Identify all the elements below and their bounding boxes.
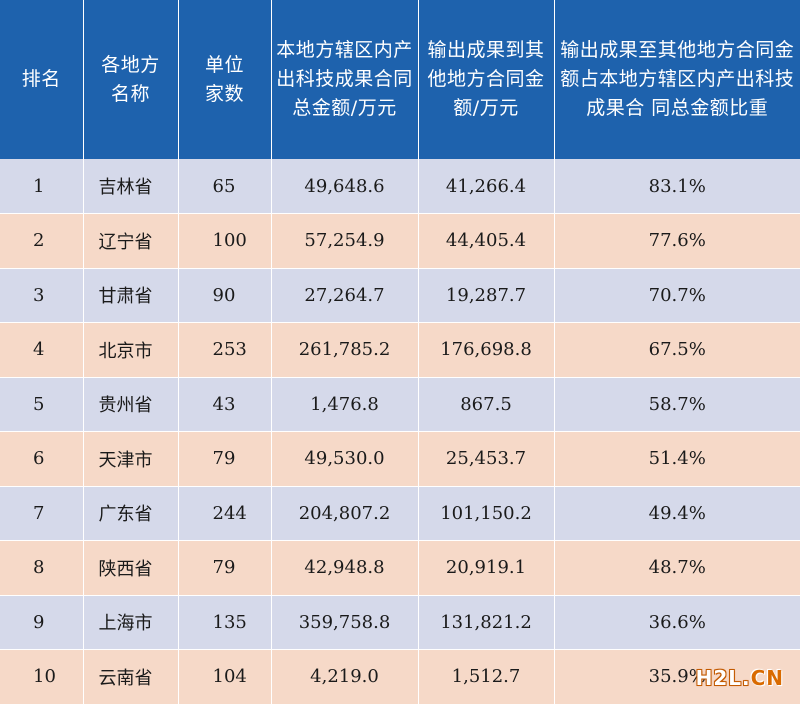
rank-cell: 7	[0, 486, 84, 541]
table-row: 5 贵州省 43 1,476.8 867.5 58.7%	[0, 377, 800, 432]
ratio-cell: 58.7%	[554, 377, 800, 432]
output-amount-cell: 19,287.7	[418, 268, 555, 323]
table-body: 1 吉林省 65 49,648.6 41,266.4 83.1% 2 辽宁省 1…	[0, 159, 800, 705]
ratio-cell: 83.1%	[554, 159, 800, 214]
rank-cell: 5	[0, 377, 84, 432]
units-cell: 90	[178, 268, 272, 323]
units-cell: 65	[178, 159, 272, 214]
units-cell: 104	[178, 649, 272, 705]
units-cell: 244	[178, 486, 272, 541]
output-amount-cell: 41,266.4	[418, 159, 555, 214]
header-row: 排名 各地方 名称 单位 家数 本地方辖区内产 出科技成果合同 总金额/万元 输出成果到…	[0, 0, 800, 159]
units-cell: 135	[178, 595, 272, 650]
region-cell: 天津市	[83, 431, 179, 487]
rank-cell: 10	[0, 649, 84, 705]
total-amount-cell: 204,807.2	[271, 486, 419, 541]
rank-cell: 3	[0, 268, 84, 323]
header-output: 输出成果到其 他地方合同金 额/万元	[418, 0, 555, 159]
output-amount-cell: 176,698.8	[418, 322, 555, 378]
header-units: 单位 家数	[178, 0, 272, 159]
region-cell: 北京市	[83, 322, 179, 378]
total-amount-cell: 42,948.8	[271, 540, 419, 596]
total-amount-cell: 49,648.6	[271, 159, 419, 214]
ratio-cell: 67.5%	[554, 322, 800, 378]
units-cell: 253	[178, 322, 272, 378]
units-cell: 79	[178, 431, 272, 487]
rank-cell: 9	[0, 595, 84, 650]
rank-cell: 8	[0, 540, 84, 596]
ratio-cell: 51.4%	[554, 431, 800, 487]
rank-cell: 4	[0, 322, 84, 378]
units-cell: 43	[178, 377, 272, 432]
table-row: 7 广东省 244 204,807.2 101,150.2 49.4%	[0, 486, 800, 541]
units-cell: 79	[178, 540, 272, 596]
output-amount-cell: 44,405.4	[418, 213, 555, 269]
region-cell: 吉林省	[83, 159, 179, 214]
ratio-cell: 36.6%	[554, 595, 800, 650]
rank-cell: 6	[0, 431, 84, 487]
output-amount-cell: 1,512.7	[418, 649, 555, 705]
header-rank: 排名	[0, 0, 84, 159]
output-amount-cell: 101,150.2	[418, 486, 555, 541]
table-header: 排名 各地方 名称 单位 家数 本地方辖区内产 出科技成果合同 总金额/万元 输出成果到…	[0, 0, 800, 159]
total-amount-cell: 261,785.2	[271, 322, 419, 378]
header-total: 本地方辖区内产 出科技成果合同 总金额/万元	[271, 0, 419, 159]
region-cell: 甘肃省	[83, 268, 179, 323]
rank-cell: 1	[0, 159, 84, 214]
table-row: 3 甘肃省 90 27,264.7 19,287.7 70.7%	[0, 268, 800, 323]
total-amount-cell: 49,530.0	[271, 431, 419, 487]
ratio-cell: 77.6%	[554, 213, 800, 269]
header-region: 各地方 名称	[83, 0, 179, 159]
site-watermark: H2L.CN	[695, 666, 784, 690]
total-amount-cell: 359,758.8	[271, 595, 419, 650]
total-amount-cell: 27,264.7	[271, 268, 419, 323]
table-row: 8 陕西省 79 42,948.8 20,919.1 48.7%	[0, 540, 800, 596]
table-row: 10 云南省 104 4,219.0 1,512.7 35.9%	[0, 649, 800, 705]
rank-cell: 2	[0, 213, 84, 269]
region-cell: 贵州省	[83, 377, 179, 432]
output-amount-cell: 867.5	[418, 377, 555, 432]
total-amount-cell: 57,254.9	[271, 213, 419, 269]
ratio-cell: 49.4%	[554, 486, 800, 541]
output-amount-cell: 20,919.1	[418, 540, 555, 596]
table-row: 6 天津市 79 49,530.0 25,453.7 51.4%	[0, 431, 800, 487]
region-cell: 上海市	[83, 595, 179, 650]
table-row: 9 上海市 135 359,758.8 131,821.2 36.6%	[0, 595, 800, 650]
ratio-cell: 48.7%	[554, 540, 800, 596]
table-row: 1 吉林省 65 49,648.6 41,266.4 83.1%	[0, 159, 800, 214]
header-ratio: 输出成果至其他地方合同金 额占本地方辖区内产出科技 成果合 同总金额比重	[554, 0, 800, 159]
region-cell: 辽宁省	[83, 213, 179, 269]
region-cell: 广东省	[83, 486, 179, 541]
ratio-cell: 70.7%	[554, 268, 800, 323]
region-cell: 陕西省	[83, 540, 179, 596]
output-amount-cell: 25,453.7	[418, 431, 555, 487]
table-row: 4 北京市 253 261,785.2 176,698.8 67.5%	[0, 322, 800, 378]
output-amount-cell: 131,821.2	[418, 595, 555, 650]
units-cell: 100	[178, 213, 272, 269]
total-amount-cell: 1,476.8	[271, 377, 419, 432]
region-cell: 云南省	[83, 649, 179, 705]
ratio-cell: 35.9%	[554, 649, 800, 705]
table-row: 2 辽宁省 100 57,254.9 44,405.4 77.6%	[0, 213, 800, 269]
total-amount-cell: 4,219.0	[271, 649, 419, 705]
